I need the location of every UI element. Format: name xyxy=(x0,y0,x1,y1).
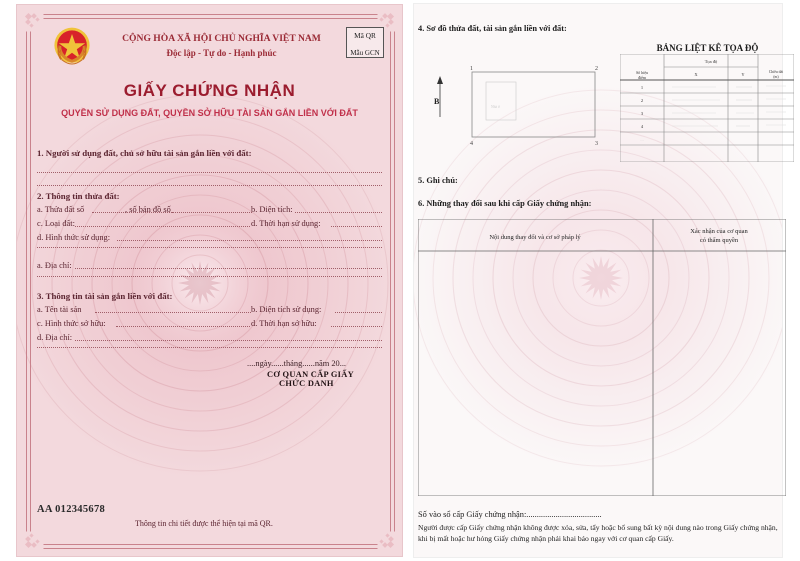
svg-text:có thẩm quyền: có thẩm quyền xyxy=(700,237,739,244)
svg-text:Y: Y xyxy=(741,72,745,77)
svg-text:3: 3 xyxy=(595,141,598,147)
svg-text:1: 1 xyxy=(641,85,643,90)
svg-text:Nhà ở: Nhà ở xyxy=(491,105,500,109)
svg-text:B: B xyxy=(434,97,440,106)
svg-text:2: 2 xyxy=(641,98,643,103)
svg-text:3: 3 xyxy=(641,111,644,116)
svg-text:4: 4 xyxy=(470,141,473,147)
svg-text:(m): (m) xyxy=(773,75,779,79)
svg-text:Nội dung thay đổi và cơ sở phá: Nội dung thay đổi và cơ sở pháp lý xyxy=(489,234,581,241)
svg-text:X: X xyxy=(694,72,698,77)
svg-text:Xác nhận của cơ quan: Xác nhận của cơ quan xyxy=(690,228,748,235)
svg-text:...: ... xyxy=(640,137,643,142)
svg-text:1: 1 xyxy=(470,66,473,72)
svg-text:Chiều dài: Chiều dài xyxy=(769,70,783,74)
svg-text:điểm: điểm xyxy=(638,75,647,80)
svg-text:2: 2 xyxy=(595,66,598,72)
svg-text:4: 4 xyxy=(641,124,644,129)
svg-text:Tọa độ: Tọa độ xyxy=(705,59,718,64)
